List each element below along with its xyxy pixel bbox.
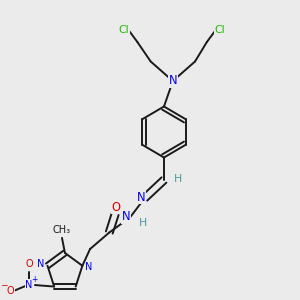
Text: O: O bbox=[25, 259, 33, 269]
Text: N: N bbox=[122, 210, 131, 223]
Text: N: N bbox=[37, 259, 45, 269]
Text: N: N bbox=[25, 280, 33, 290]
Text: Cl: Cl bbox=[215, 25, 226, 35]
Text: −: − bbox=[0, 280, 7, 290]
Text: O: O bbox=[7, 286, 14, 296]
Text: N: N bbox=[85, 262, 93, 272]
Text: H: H bbox=[174, 173, 182, 184]
Text: O: O bbox=[112, 201, 121, 214]
Text: CH₃: CH₃ bbox=[53, 225, 71, 236]
Text: H: H bbox=[139, 218, 147, 228]
Text: N: N bbox=[169, 74, 177, 88]
Text: +: + bbox=[31, 274, 38, 284]
Text: Cl: Cl bbox=[119, 25, 129, 35]
Text: N: N bbox=[137, 190, 146, 204]
